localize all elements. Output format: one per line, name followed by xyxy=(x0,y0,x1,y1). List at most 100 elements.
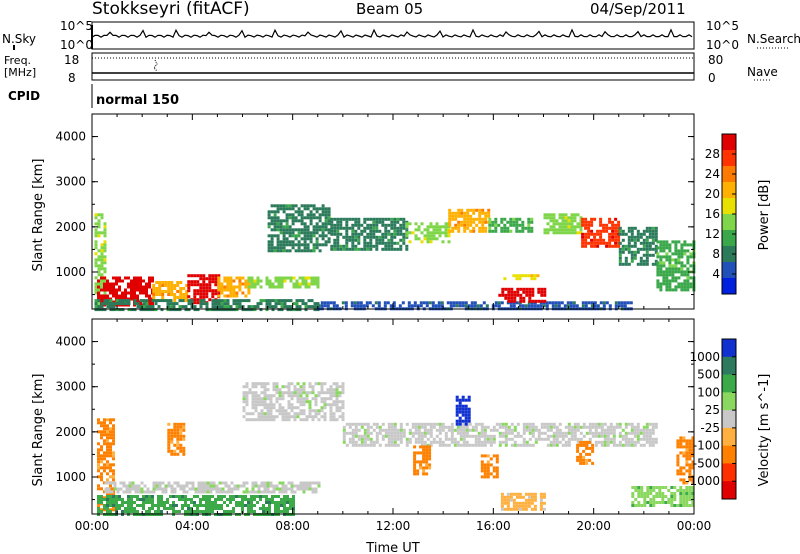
range-cell xyxy=(106,279,109,283)
range-cell xyxy=(103,498,106,501)
range-cell xyxy=(247,507,250,510)
range-cell xyxy=(432,225,436,229)
range-cell xyxy=(332,301,336,305)
range-cell xyxy=(512,304,516,308)
range-cell xyxy=(133,507,136,510)
range-cell xyxy=(363,434,367,438)
range-cell xyxy=(119,481,123,485)
range-cell xyxy=(425,445,429,449)
range-cell xyxy=(348,437,352,441)
range-cell xyxy=(191,481,195,485)
range-cell xyxy=(651,229,655,233)
range-cell xyxy=(317,481,321,485)
range-cell xyxy=(441,240,445,244)
range-cell xyxy=(438,440,442,444)
range-cell xyxy=(315,210,319,214)
range-cell xyxy=(318,228,322,232)
range-cell xyxy=(268,279,272,283)
range-cell xyxy=(435,422,439,426)
range-cell xyxy=(97,308,101,312)
range-cell xyxy=(296,415,300,419)
range-cell xyxy=(501,422,505,426)
range-cell xyxy=(431,301,435,305)
range-cell xyxy=(510,296,514,300)
range-cell xyxy=(630,422,634,426)
range-cell xyxy=(467,304,471,308)
range-cell xyxy=(510,437,514,441)
range-cell xyxy=(369,443,373,447)
range-cell xyxy=(179,296,183,299)
range-cell xyxy=(405,437,409,441)
range-cell xyxy=(353,304,357,308)
range-cell xyxy=(579,461,583,465)
range-cell xyxy=(549,422,553,426)
range-cell xyxy=(617,244,621,248)
range-cell xyxy=(332,388,336,392)
range-cell xyxy=(450,434,454,438)
range-cell xyxy=(257,484,261,488)
range-cell xyxy=(527,217,531,221)
range-cell xyxy=(199,274,203,278)
range-cell xyxy=(612,440,616,444)
range-cell xyxy=(422,451,426,455)
range-cell xyxy=(170,431,174,435)
range-cell xyxy=(265,510,268,513)
range-cell xyxy=(302,484,306,488)
range-cell xyxy=(594,443,598,447)
range-cell xyxy=(313,302,317,306)
range-cell xyxy=(645,262,649,266)
range-cell xyxy=(251,406,255,410)
range-cell xyxy=(552,443,556,447)
range-cell xyxy=(327,213,331,217)
range-cell xyxy=(121,297,124,301)
range-cell xyxy=(467,407,471,411)
range-cell xyxy=(542,492,546,496)
range-cell xyxy=(208,510,211,513)
range-cell xyxy=(256,305,260,309)
range-cell xyxy=(348,431,352,435)
range-cell xyxy=(390,217,394,221)
range-cell xyxy=(459,431,463,435)
range-cell xyxy=(335,388,339,392)
range-cell xyxy=(414,425,418,429)
range-cell xyxy=(411,231,415,235)
range-cell xyxy=(422,454,426,458)
range-cell xyxy=(335,397,339,401)
range-cell xyxy=(285,249,289,253)
range-cell xyxy=(284,412,288,416)
range-cell xyxy=(428,445,432,449)
range-cell xyxy=(603,431,607,435)
range-cell xyxy=(447,437,451,441)
range-cell xyxy=(179,428,183,432)
range-cell xyxy=(297,234,301,238)
range-cell xyxy=(277,276,281,280)
range-cell xyxy=(295,282,299,286)
range-cell xyxy=(106,445,109,449)
range-cell xyxy=(121,291,124,295)
range-cell xyxy=(184,305,188,309)
range-cell xyxy=(278,487,282,491)
range-cell xyxy=(484,214,488,218)
range-cell xyxy=(671,258,675,262)
range-cell xyxy=(160,504,163,507)
range-cell xyxy=(212,481,216,485)
range-cell xyxy=(262,504,265,507)
range-cell xyxy=(158,481,162,485)
range-cell xyxy=(413,466,417,470)
range-cell xyxy=(492,434,496,438)
range-cell xyxy=(324,243,328,247)
range-cell xyxy=(392,304,396,308)
range-cell xyxy=(254,397,258,401)
range-cell xyxy=(640,489,644,492)
range-cell xyxy=(659,285,663,289)
range-cell xyxy=(363,422,367,426)
range-cell xyxy=(570,431,574,435)
range-cell xyxy=(260,490,264,494)
range-cell xyxy=(536,304,540,308)
range-cell xyxy=(624,425,628,429)
range-cell xyxy=(172,495,175,498)
range-cell xyxy=(677,276,681,280)
range-cell xyxy=(351,428,355,432)
range-cell xyxy=(308,403,312,407)
range-cell xyxy=(287,391,291,395)
